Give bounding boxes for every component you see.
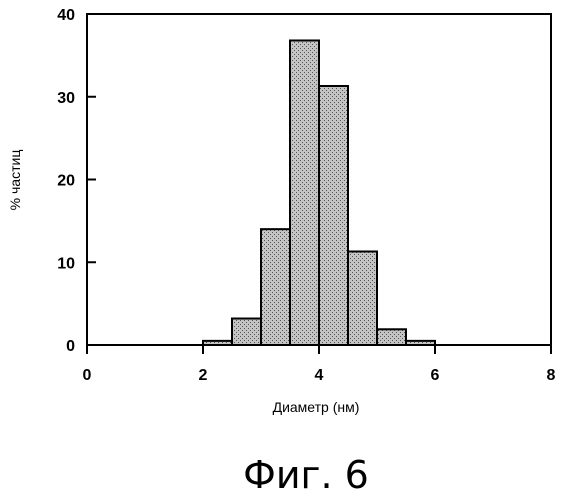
x-tick-label-4: 8 xyxy=(547,367,556,384)
histogram-bar-5 xyxy=(348,251,377,345)
histogram-bar-0 xyxy=(203,341,232,345)
figure-caption: Фиг. 6 xyxy=(243,453,369,497)
y-axis-title: % частиц xyxy=(7,150,23,211)
bars-group xyxy=(203,40,435,345)
x-tick-label-0: 0 xyxy=(83,367,92,384)
x-axis-title: Диаметр (нм) xyxy=(273,399,360,415)
histogram-bar-3 xyxy=(290,40,319,345)
x-tick-label-2: 4 xyxy=(315,367,324,384)
histogram-bar-1 xyxy=(232,319,261,345)
y-tick-label-4: 40 xyxy=(57,7,75,24)
y-ticks-group: 0 10 20 30 40 xyxy=(57,7,96,355)
histogram-bar-7 xyxy=(406,341,435,345)
y-tick-label-2: 20 xyxy=(57,173,75,190)
histogram-bar-4 xyxy=(319,86,348,345)
x-ticks-group: 0 2 4 6 8 xyxy=(83,345,556,384)
x-tick-label-3: 6 xyxy=(431,367,440,384)
y-tick-label-0: 0 xyxy=(66,338,75,355)
x-tick-label-1: 2 xyxy=(199,367,208,384)
histogram-bar-2 xyxy=(261,229,290,345)
y-tick-label-1: 10 xyxy=(57,255,75,272)
y-tick-label-3: 30 xyxy=(57,90,75,107)
histogram-bar-6 xyxy=(377,329,406,345)
